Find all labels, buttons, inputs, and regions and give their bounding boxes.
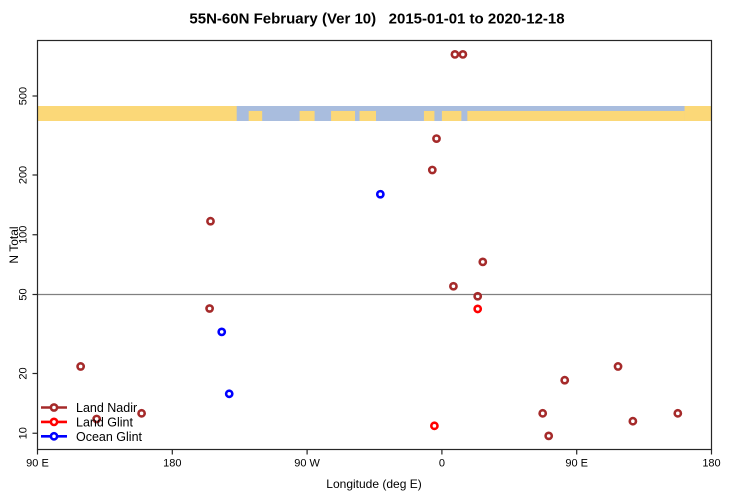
y-tick-label: 200 xyxy=(18,166,30,184)
y-tick-label: 100 xyxy=(18,226,30,244)
map-band-land-segment xyxy=(359,110,376,121)
data-point-land-nadir xyxy=(544,431,554,441)
x-tick-label: 180 xyxy=(163,458,181,470)
data-point-land-nadir xyxy=(450,50,460,59)
map-band-land-segment xyxy=(248,110,263,121)
data-point-land-nadir xyxy=(137,408,146,418)
data-point-land-nadir xyxy=(449,281,458,291)
y-axis-label: N Total xyxy=(7,226,21,264)
data-point-land-nadir xyxy=(205,304,214,313)
data-point-land-nadir xyxy=(673,408,683,418)
data-point-land-nadir xyxy=(538,408,548,418)
x-axis-label: Longitude (deg E) xyxy=(326,477,422,491)
data-point-land-nadir xyxy=(427,165,437,175)
data-point-land-nadir xyxy=(560,375,570,385)
data-point-ocean-glint xyxy=(217,327,227,337)
data-point-land-nadir xyxy=(458,50,468,59)
plot-box xyxy=(36,39,713,451)
data-point-land-nadir xyxy=(478,257,488,267)
map-band-land-segment xyxy=(684,106,712,121)
legend-label: Ocean Glint xyxy=(76,430,143,444)
data-point-land-nadir xyxy=(628,416,638,426)
map-band-land-segment xyxy=(299,110,315,121)
x-tick-label: 90 E xyxy=(26,458,49,470)
map-band-land-segment xyxy=(331,110,356,121)
chart-title: 55N-60N February (Ver 10) 2015-01-01 to … xyxy=(189,10,565,28)
x-tick-label: 0 xyxy=(439,458,445,470)
data-point-land-nadir xyxy=(432,134,441,144)
y-tick-label: 10 xyxy=(18,427,30,439)
legend-marker xyxy=(49,403,59,412)
data-point-land-nadir xyxy=(473,291,483,301)
map-band-land-segment xyxy=(467,110,685,121)
data-point-land-nadir xyxy=(206,216,215,226)
data-point-land-nadir xyxy=(76,362,86,371)
y-tick-label: 20 xyxy=(18,367,30,379)
data-point-ocean-glint xyxy=(224,389,234,399)
legend-marker xyxy=(49,417,59,427)
y-tick-label: 50 xyxy=(18,288,30,300)
x-tick-label: 90 W xyxy=(294,458,320,470)
y-tick-label: 500 xyxy=(18,87,30,105)
legend-marker xyxy=(49,431,59,441)
data-point-land-glint xyxy=(473,304,483,314)
data-point-land-nadir xyxy=(613,362,623,371)
data-point-land-glint xyxy=(430,421,439,431)
map-band-land-segment xyxy=(37,106,237,121)
x-tick-label: 90 E xyxy=(565,458,588,470)
map-band-land-segment xyxy=(423,110,435,121)
legend-label: Land Nadir xyxy=(76,401,137,415)
data-point-ocean-glint xyxy=(375,189,385,199)
data-point-land-nadir xyxy=(92,414,102,424)
x-tick-label: 180 xyxy=(702,458,720,470)
legend-label: Land Glint xyxy=(76,415,134,429)
map-band-land-segment xyxy=(441,110,462,121)
